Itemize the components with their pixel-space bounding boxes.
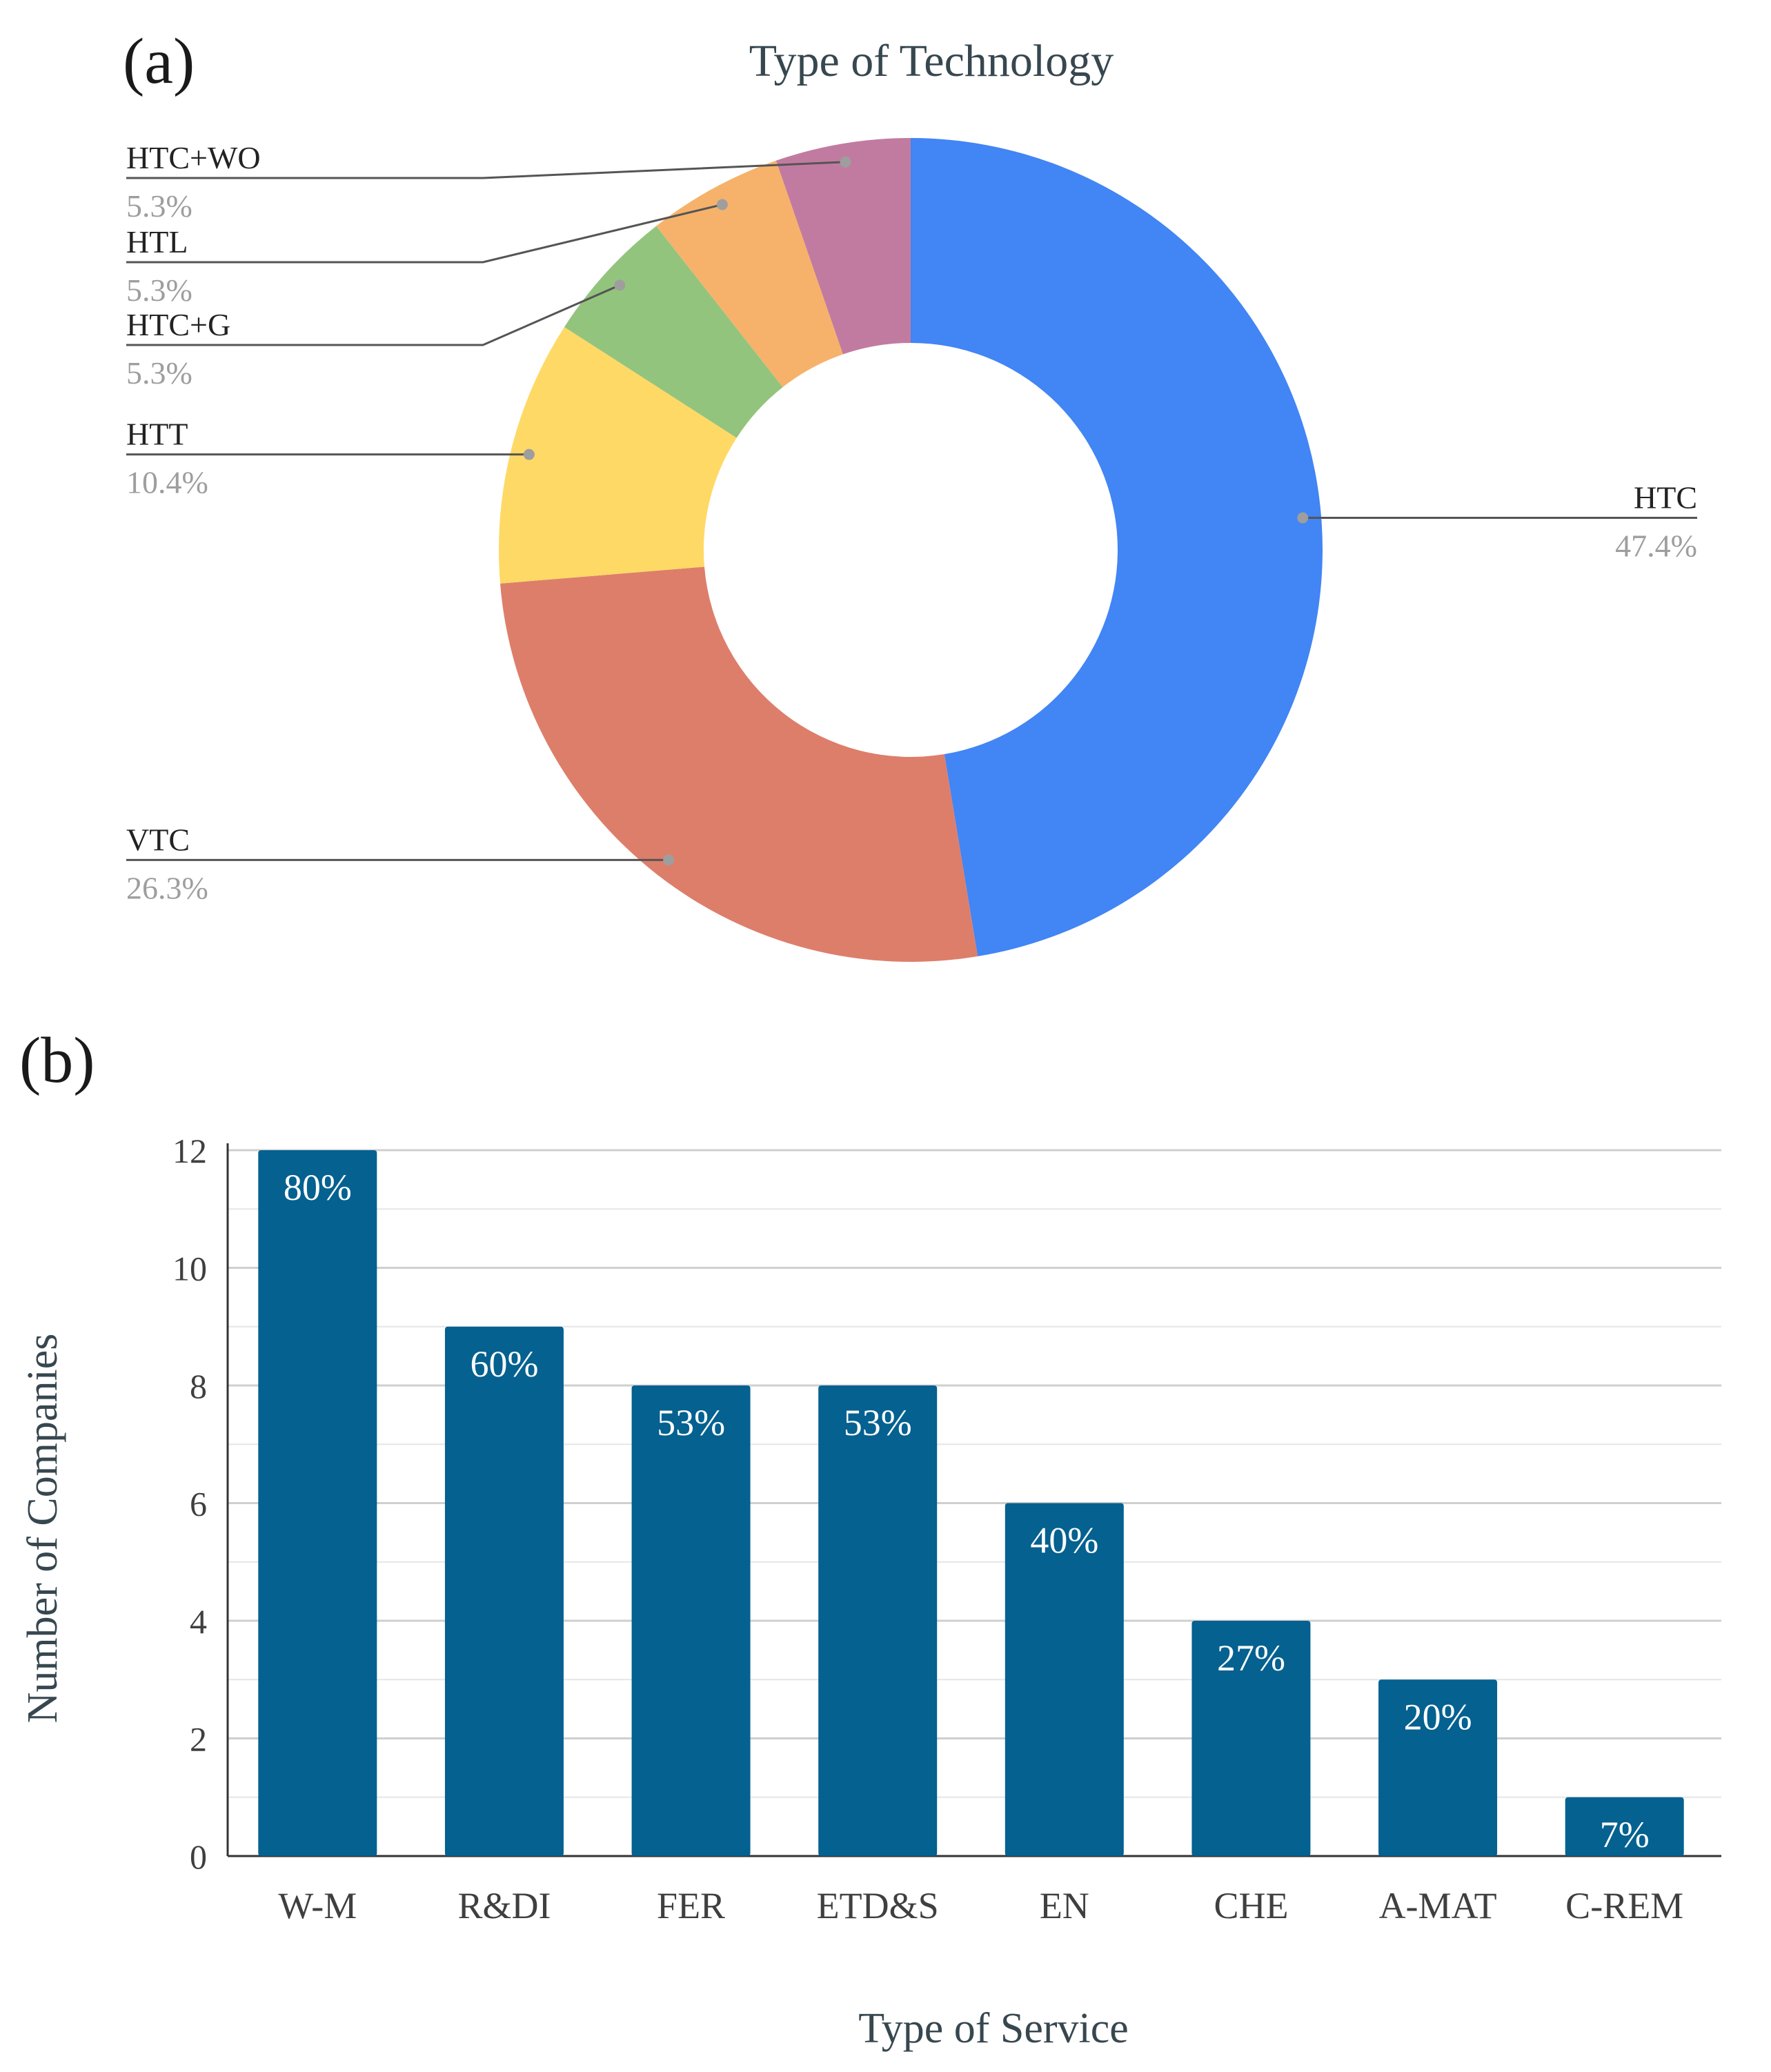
donut-slice-htl [656, 160, 843, 388]
donut-label-htc-g: HTC+G [126, 307, 230, 342]
donut-percent-htc-g: 5.3% [126, 355, 192, 391]
x-tick-label: FER [657, 1885, 725, 1926]
bar-a-mat [1378, 1679, 1498, 1856]
bar-data-label: 20% [1404, 1696, 1472, 1737]
donut-slice-htt [499, 326, 737, 584]
leader-line-htc-g [126, 284, 620, 346]
leader-dot-htc [1297, 512, 1309, 524]
leader-line-htc-wo [126, 161, 846, 179]
panel-label-a: (a) [123, 26, 195, 97]
donut-label-vtc: VTC [126, 822, 190, 857]
leader-dot-htt [523, 448, 535, 460]
x-tick-label: EN [1040, 1885, 1089, 1926]
donut-label-htt: HTT [126, 417, 188, 452]
x-tick-label: W-M [278, 1885, 357, 1926]
donut-slices [499, 138, 1323, 962]
y-tick-label: 10 [172, 1250, 207, 1288]
panel-a-donut-chart: (a) Type of Technology HTC 47.4% VTC 26.3% H… [123, 26, 1697, 962]
panel-label-b: (b) [19, 1025, 95, 1096]
donut-percent-htc-wo: 5.3% [126, 188, 192, 224]
x-tick-label: CHE [1214, 1885, 1288, 1926]
donut-percent-htl: 5.3% [126, 273, 192, 308]
bar-fer [631, 1385, 751, 1856]
leader-dot-htl [716, 199, 728, 210]
x-tick-label: R&DI [457, 1885, 551, 1926]
bar-data-label: 80% [284, 1167, 352, 1208]
y-tick-label: 2 [190, 1720, 207, 1759]
bar-data-label: 40% [1030, 1520, 1098, 1561]
y-tick-label: 8 [190, 1367, 207, 1405]
donut-percent-htt: 10.4% [126, 465, 208, 500]
bar-data-label: 60% [470, 1343, 538, 1385]
leader-dot-vtc [663, 854, 675, 866]
bar-data-label: 27% [1217, 1637, 1285, 1679]
donut-slice-htc [911, 138, 1323, 957]
leader-dot-htc-g [614, 279, 626, 291]
bar-data-label: 53% [844, 1402, 912, 1443]
bar-r-di [444, 1326, 564, 1856]
x-axis-label: Type of Service [858, 2005, 1129, 2052]
donut-slice-vtc [499, 566, 978, 962]
bar-w-m [258, 1150, 377, 1856]
bar-etd-s [818, 1385, 938, 1856]
bar-data-label: 53% [657, 1402, 725, 1443]
bar-c-rem [1565, 1797, 1684, 1856]
donut-percent-vtc: 26.3% [126, 870, 208, 905]
donut-label-htl: HTL [126, 224, 188, 259]
donut-labels: HTC47.4%VTC26.3%HTT10.4%HTC+G5.3%HTL5.3%… [126, 140, 1697, 905]
bar-chart-bars: 80% 60% 53% 53% 40% 27% 20% 7% [258, 1150, 1684, 1856]
x-tick-label: A-MAT [1379, 1885, 1497, 1926]
bar-chart-tick-labels: 0 2 4 6 8 10 12 W-M R&DI FER ETD&S EN CHE A-MAT C-REM [172, 1132, 1683, 1926]
y-tick-label: 4 [190, 1602, 207, 1641]
donut-label-htc: HTC [1634, 480, 1697, 515]
y-tick-label: 12 [172, 1132, 207, 1170]
bar-data-label: 7% [1600, 1814, 1650, 1855]
donut-label-htc-wo: HTC+WO [126, 140, 261, 175]
donut-slice-htc-g [564, 226, 783, 438]
bar-che [1191, 1621, 1311, 1856]
y-tick-label: 6 [190, 1485, 207, 1523]
y-tick-label: 0 [190, 1837, 207, 1876]
x-tick-label: C-REM [1565, 1885, 1683, 1926]
donut-percent-htc: 47.4% [1615, 528, 1697, 563]
y-axis-label: Number of Companies [19, 1334, 66, 1724]
leader-dot-htc-wo [840, 156, 851, 168]
panel-b-bar-chart: (b) 80% 60% 53% 53% 40% 27% 20% 7% 0 2 4 6 8 10 12 W-M… [19, 1025, 1721, 2052]
leader-line-htl [126, 204, 723, 264]
donut-chart-title: Type of Technology [749, 36, 1114, 86]
donut-slice-htc-wo [775, 138, 911, 355]
bar-en [1005, 1503, 1124, 1856]
x-tick-label: ETD&S [817, 1885, 939, 1926]
